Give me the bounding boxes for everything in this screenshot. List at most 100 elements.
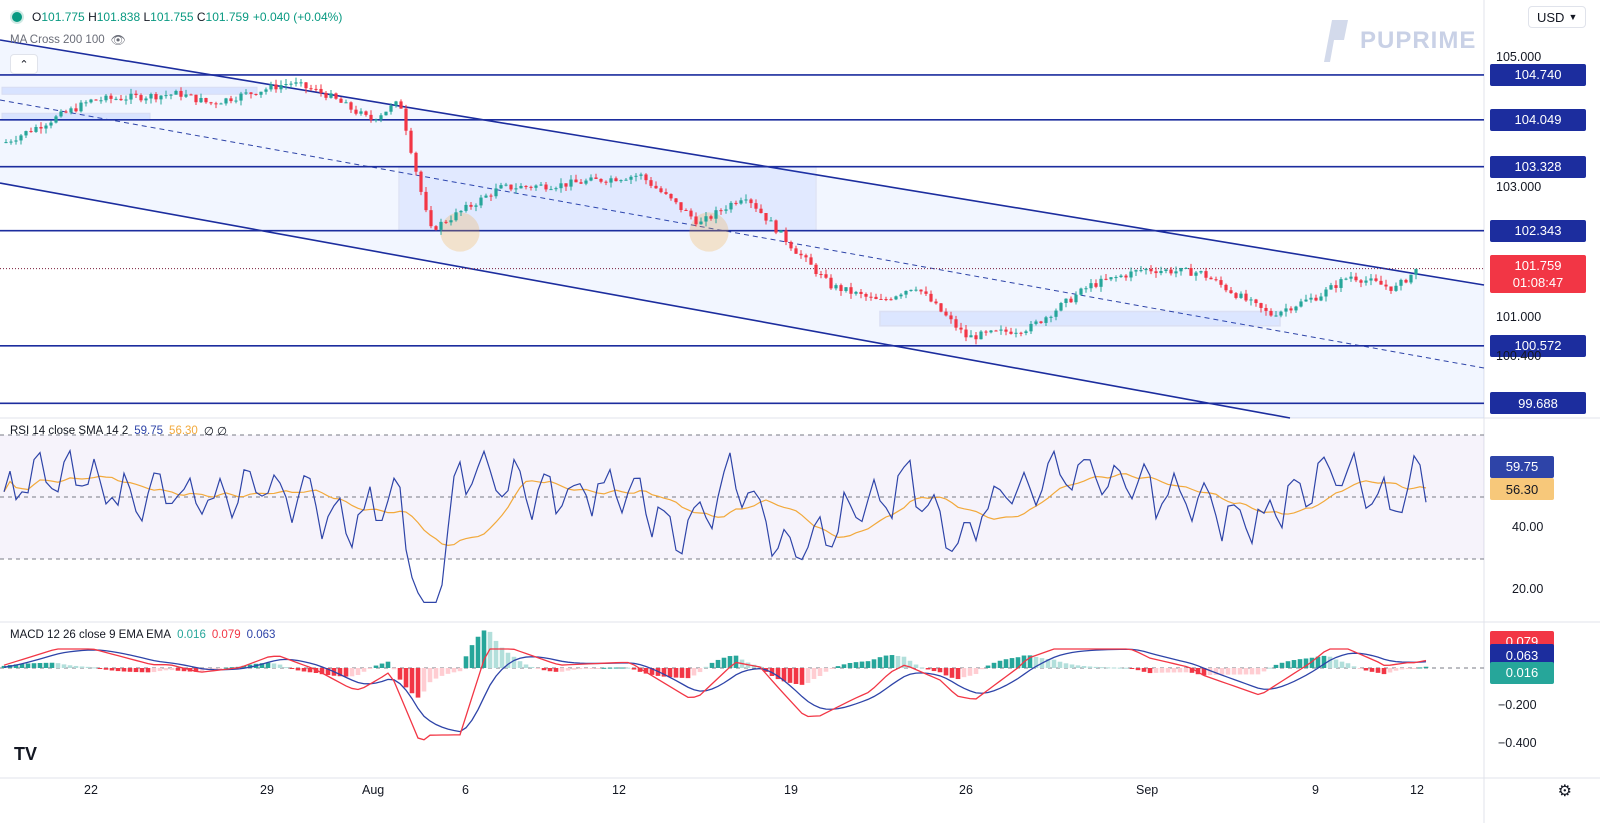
- candle-body: [979, 331, 983, 340]
- ma-indicator-legend[interactable]: MA Cross 200 100 👁: [10, 33, 126, 47]
- macd-title: MACD 12 26 close 9 EMA EMA: [10, 629, 172, 641]
- candle-body: [579, 182, 583, 184]
- macd-histogram-bar: [67, 665, 73, 668]
- candle-body: [684, 209, 688, 211]
- macd-histogram-bar: [13, 664, 19, 668]
- candle-body: [229, 98, 233, 102]
- currency-select[interactable]: USD ▼: [1528, 6, 1586, 28]
- price-tick-label: 103.000: [1496, 180, 1542, 194]
- price-tick-label: 101.000: [1496, 310, 1542, 324]
- macd-histogram-bar: [781, 668, 787, 682]
- candle-body: [1209, 277, 1213, 280]
- level-price-badge: 102.343: [1490, 219, 1586, 242]
- candle-body: [114, 98, 118, 100]
- candle-body: [529, 186, 533, 188]
- rsi-tick-label: 20.00: [1512, 582, 1544, 596]
- macd-histogram-bar: [361, 668, 367, 672]
- candle-body: [404, 108, 408, 131]
- ohlc-value: 101.755: [150, 10, 197, 24]
- time-tick-label: Aug: [362, 783, 385, 797]
- macd-histogram-bar: [319, 668, 325, 675]
- macd-histogram-bar: [877, 657, 883, 668]
- macd-histogram-bar: [1099, 667, 1105, 669]
- candle-body: [1384, 284, 1388, 287]
- candle-body: [69, 108, 73, 113]
- candle-body: [934, 301, 938, 304]
- support-box: [879, 310, 1281, 327]
- macd-histogram-bar: [163, 668, 169, 671]
- rsi-line: [3, 448, 1427, 604]
- price-tick-label: 100.400: [1496, 349, 1542, 363]
- candle-body: [9, 141, 13, 143]
- macd-histogram-bar: [229, 667, 235, 669]
- candle-body: [914, 289, 918, 291]
- candle-body: [1414, 268, 1418, 275]
- macd-histogram-bar: [811, 668, 817, 679]
- candle-body: [379, 115, 383, 120]
- ohlc-key: H: [88, 10, 97, 24]
- macd-histogram-bar: [85, 666, 91, 668]
- candle-body: [134, 93, 138, 96]
- candle-body: [584, 180, 588, 184]
- candle-body: [459, 210, 463, 213]
- candle-body: [294, 82, 298, 84]
- macd-histogram-bar: [271, 663, 277, 668]
- rsi-band: [0, 435, 1484, 559]
- macd-histogram-bar: [1255, 668, 1261, 675]
- candle-body: [509, 184, 513, 190]
- candle-body: [429, 210, 433, 227]
- candle-body: [869, 296, 873, 298]
- candle-body: [419, 171, 423, 192]
- macd-histogram-bar: [553, 668, 559, 672]
- candle-body: [144, 98, 148, 101]
- macd-legend[interactable]: MACD 12 26 close 9 EMA EMA 0.016 0.079 0…: [10, 629, 275, 641]
- macd-histogram-bar: [775, 668, 781, 680]
- candle-body: [1104, 278, 1108, 280]
- candle-body: [444, 221, 448, 223]
- macd-histogram-bar: [1123, 667, 1129, 669]
- candle-body: [304, 82, 308, 89]
- candle-body: [124, 99, 128, 101]
- macd-histogram-bar: [1087, 666, 1093, 668]
- candle-body: [1199, 271, 1203, 273]
- candle-body: [689, 210, 693, 217]
- candle-body: [1174, 271, 1178, 274]
- macd-histogram-bar: [1351, 666, 1357, 668]
- candle-body: [1284, 308, 1288, 312]
- macd-histogram-bar: [397, 668, 403, 680]
- candle-body: [449, 220, 453, 223]
- macd-histogram-bar: [1057, 661, 1063, 668]
- ohlc-key: L: [143, 10, 151, 24]
- macd-histogram-bar: [439, 668, 445, 676]
- candle-body: [349, 102, 353, 110]
- macd-histogram-bar: [127, 668, 133, 672]
- macd-histogram-bar: [373, 665, 379, 668]
- candle-body: [1059, 303, 1063, 311]
- candle-body: [609, 178, 613, 183]
- macd-histogram-bar: [499, 647, 505, 668]
- chevron-up-icon[interactable]: ⌃: [10, 54, 38, 74]
- macd-histogram-bar: [505, 652, 511, 668]
- candle-body: [899, 294, 903, 297]
- candle-body: [519, 185, 523, 189]
- macd-histogram-bar: [511, 656, 517, 668]
- rsi-legend[interactable]: RSI 14 close SMA 14 2 59.75 56.30 ∅ ∅: [10, 424, 227, 438]
- macd-histogram-bar: [43, 662, 49, 668]
- candle-body: [469, 204, 473, 207]
- candle-body: [679, 202, 683, 210]
- candle-body: [589, 177, 593, 181]
- macd-histogram-bar: [997, 660, 1003, 668]
- ohlc-values: O101.775 H101.838 L101.755 C101.759: [32, 10, 249, 24]
- candle-body: [1159, 270, 1163, 274]
- candle-body: [1379, 280, 1383, 285]
- macd-histogram-bar: [145, 668, 151, 673]
- candle-body: [1279, 311, 1283, 316]
- gear-icon[interactable]: ⚙: [1557, 783, 1572, 800]
- bar-countdown: 01:08:47: [1512, 274, 1564, 290]
- candle-body: [1014, 332, 1018, 334]
- macd-histogram-bar: [613, 667, 619, 669]
- macd-histogram-bar: [925, 668, 931, 670]
- eye-off-icon[interactable]: 👁: [110, 33, 126, 47]
- candle-body: [634, 175, 638, 177]
